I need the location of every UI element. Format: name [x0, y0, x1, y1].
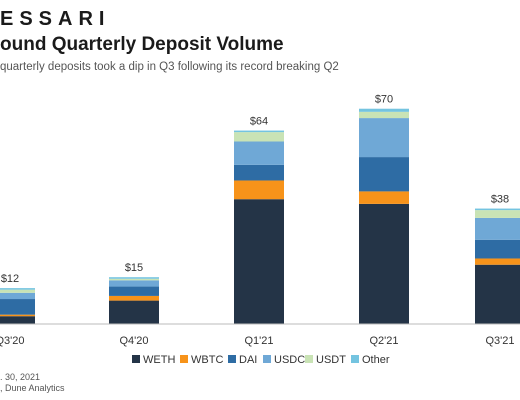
bar-segment-usdc — [234, 141, 284, 165]
legend-label-usdc: USDC — [274, 354, 305, 366]
stacked-bar-chart: Q3'20 Q4'20 Q1'21 Q2'21 Q3'21 $12 $15 $64 $70 $3… — [0, 94, 520, 366]
bar-segment-usdt — [109, 278, 159, 281]
bar-segment-other — [234, 130, 284, 133]
total-labels: $12 $15 $64 $70 $38 — [1, 94, 509, 285]
bar-segment-wbtc — [359, 191, 409, 204]
x-tick-label: Q1'21 — [244, 335, 273, 347]
bar-segment-weth — [109, 300, 159, 324]
bar-segment-usdt — [234, 132, 284, 142]
bar-segment-other — [475, 208, 520, 211]
bar-segment-dai — [359, 157, 409, 192]
x-tick-label: Q3'21 — [485, 335, 514, 347]
legend-swatch-other — [351, 355, 359, 363]
bar-segment-usdt — [359, 111, 409, 119]
total-label: $15 — [125, 262, 143, 274]
x-tick-label: Q3'20 — [0, 335, 25, 347]
source-date: . 30, 2021 — [0, 372, 41, 382]
bar-segment-dai — [109, 286, 159, 296]
x-tick-label: Q2'21 — [369, 335, 398, 347]
legend-swatch-dai — [228, 355, 236, 363]
legend-label-wbtc: WBTC — [191, 354, 223, 366]
legend-swatch-usdc — [263, 355, 271, 363]
bars-layer — [0, 108, 520, 324]
bar-segment-weth — [359, 203, 409, 324]
total-label: $38 — [491, 194, 509, 206]
total-label: $70 — [375, 94, 393, 106]
total-label: $12 — [1, 273, 19, 285]
bar-segment-dai — [0, 299, 35, 315]
x-tick-labels: Q3'20 Q4'20 Q1'21 Q2'21 Q3'21 — [0, 335, 515, 347]
bar-segment-wbtc — [0, 314, 35, 317]
bar-segment-usdt — [0, 289, 35, 293]
bar-segment-usdc — [359, 118, 409, 158]
bar-segment-other — [109, 277, 159, 279]
legend: WETH WBTC DAI USDC USDT Other — [132, 354, 390, 366]
legend-swatch-wbtc — [180, 355, 188, 363]
chart-title: ound Quarterly Deposit Volume — [0, 34, 284, 55]
legend-swatch-weth — [132, 355, 140, 363]
legend-label-other: Other — [362, 354, 390, 366]
bar-segment-usdc — [109, 280, 159, 287]
bar-segment-dai — [234, 164, 284, 181]
bar-segment-other — [359, 108, 409, 112]
legend-label-weth: WETH — [143, 354, 175, 366]
source-provider: , Dune Analytics — [0, 383, 65, 393]
legend-label-usdt: USDT — [316, 354, 346, 366]
bar-segment-weth — [0, 316, 35, 324]
chart-subtitle: quarterly deposits took a dip in Q3 foll… — [0, 61, 339, 73]
bar-segment-wbtc — [475, 258, 520, 265]
bar-segment-weth — [475, 264, 520, 324]
bar-segment-usdc — [475, 217, 520, 240]
bar-segment-dai — [475, 239, 520, 259]
legend-label-dai: DAI — [239, 354, 257, 366]
total-label: $64 — [250, 116, 268, 128]
bar-segment-wbtc — [234, 180, 284, 200]
bar-segment-usdt — [475, 210, 520, 218]
bar-segment-weth — [234, 199, 284, 324]
x-tick-label: Q4'20 — [119, 335, 148, 347]
source-note: . 30, 2021 , Dune Analytics — [0, 372, 65, 394]
brand-logo: ESSARI — [0, 8, 111, 30]
bar-segment-other — [0, 288, 35, 290]
legend-swatch-usdt — [305, 355, 313, 363]
bar-segment-wbtc — [109, 295, 159, 301]
bar-segment-usdc — [0, 292, 35, 300]
